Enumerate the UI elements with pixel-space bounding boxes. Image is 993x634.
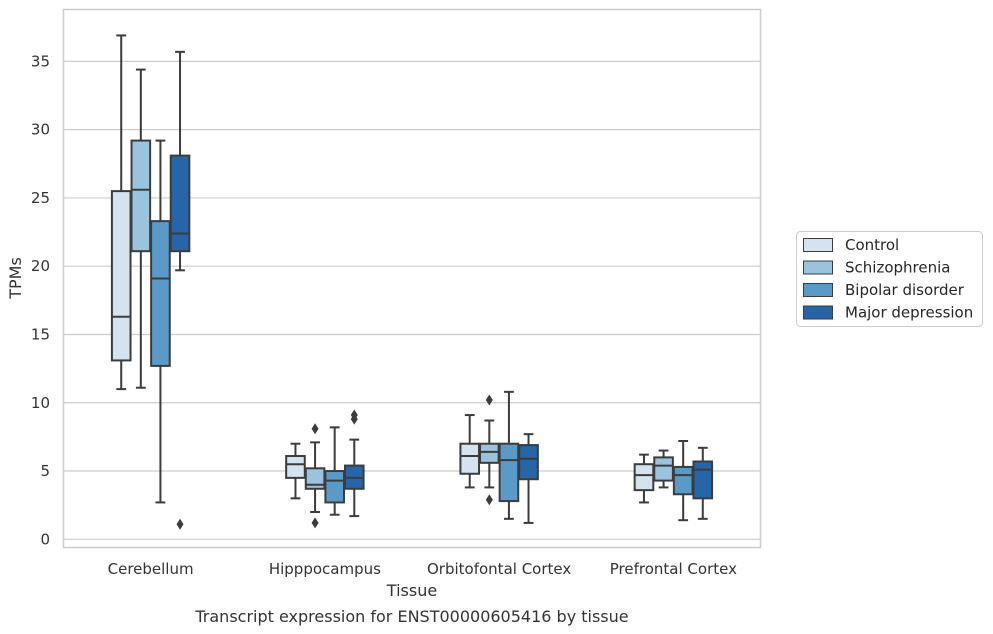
y-tick-label: 10 (31, 394, 50, 412)
y-tick-label: 35 (31, 52, 50, 70)
y-axis-ticks: 0 5 10 15 20 25 30 35 (31, 52, 50, 548)
box (692, 446, 714, 520)
box-body (692, 460, 714, 500)
legend-label: Schizophrenia (845, 259, 950, 277)
box (459, 414, 481, 489)
legend-swatch (803, 260, 833, 275)
chart-caption: Transcript expression for ENST0000060541… (194, 607, 628, 626)
box-body (672, 465, 694, 496)
box-body (479, 442, 500, 464)
box-body (130, 139, 152, 253)
plot-frame (62, 8, 762, 549)
box (479, 394, 500, 506)
box-body (169, 154, 191, 253)
x-axis-ticks: Cerebellum Hipppocampus Orbitofontal Corte… (108, 560, 737, 578)
box-series-bipolar-disorder (150, 139, 694, 522)
box (343, 409, 365, 518)
y-tick-label: 20 (31, 257, 50, 275)
y-tick-label: 25 (31, 189, 50, 207)
x-tick-label: Prefrontal Cortex (610, 560, 737, 578)
box (285, 442, 306, 500)
legend-label: Major depression (845, 304, 973, 322)
x-tick-label: Orbitofontal Cortex (427, 560, 571, 578)
x-tick-label: Cerebellum (108, 560, 194, 578)
box (304, 423, 326, 529)
box (110, 34, 132, 391)
box-body (304, 467, 326, 490)
box-series-schizophrenia (130, 68, 674, 529)
legend: Control Schizophrenia Bipolar disorder Majo… (796, 231, 983, 327)
box (518, 433, 539, 524)
y-tick-label: 0 (40, 530, 50, 548)
box-body (110, 190, 132, 362)
box-body (324, 470, 345, 504)
outlier-point (176, 518, 184, 530)
box (324, 426, 345, 516)
legend-swatch (803, 305, 833, 320)
box-body (150, 220, 171, 367)
legend-swatch (803, 283, 833, 297)
legend-label: Control (845, 236, 899, 254)
box (633, 453, 655, 504)
y-tick-label: 30 (31, 121, 50, 139)
outlier-point (311, 517, 319, 529)
box-series (110, 34, 714, 530)
box-body (459, 442, 481, 475)
outlier-point (485, 494, 493, 506)
y-tick-label: 15 (31, 325, 50, 343)
box-series-control (110, 34, 655, 504)
box (130, 68, 152, 389)
box (150, 139, 171, 504)
box-body (653, 456, 674, 482)
box-body (518, 444, 539, 481)
legend-label: Bipolar disorder (845, 281, 965, 299)
box (653, 449, 674, 489)
box-body (498, 442, 520, 503)
box (169, 50, 191, 530)
box-body (633, 463, 655, 492)
x-tick-label: Hipppocampus (269, 560, 381, 578)
box-series-major-depression (169, 50, 714, 530)
legend-swatch (803, 238, 833, 252)
box (672, 439, 694, 522)
x-axis-title: Tissue (386, 581, 437, 600)
box-body (285, 455, 306, 479)
y-tick-label: 5 (40, 462, 50, 480)
outlier-point (350, 409, 358, 421)
legend-frame (796, 231, 983, 327)
box (498, 390, 520, 520)
outlier-point (485, 394, 493, 406)
outlier-point (311, 423, 319, 435)
y-axis-title: TPMs (6, 257, 25, 300)
